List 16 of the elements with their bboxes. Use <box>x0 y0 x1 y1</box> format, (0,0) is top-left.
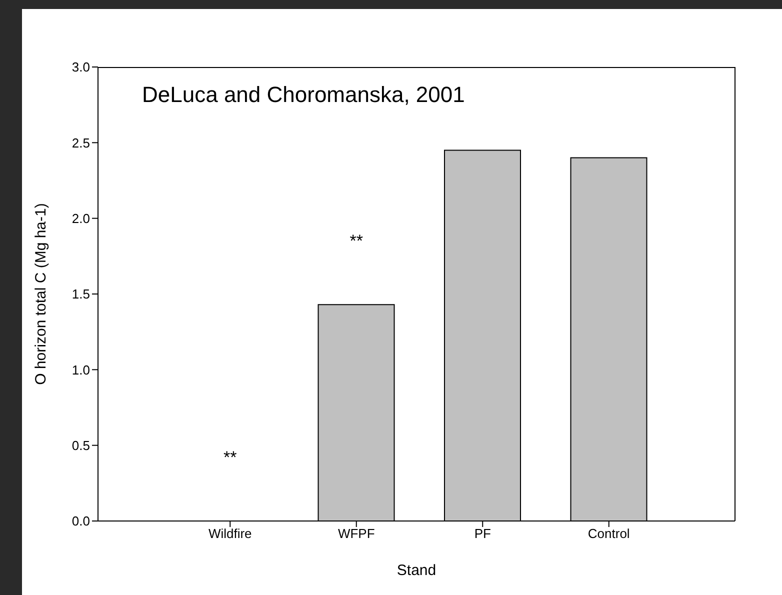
y-tick-label: 0.0 <box>72 514 90 529</box>
y-tick-label: 3.0 <box>72 60 90 75</box>
annotation: ** <box>224 448 238 467</box>
y-axis-title: O horizon total C (Mg ha-1) <box>32 203 50 385</box>
text: DeLuca and Choromanska, 2001 <box>142 82 465 107</box>
y-tick-label: 0.5 <box>72 438 90 453</box>
x-tick-label: Wildfire <box>208 526 252 542</box>
y-tick-label: 1.0 <box>72 362 90 378</box>
x-tick-label: WFPF <box>338 526 375 542</box>
annotation: ** <box>350 232 364 251</box>
y-tick-label: 1.5 <box>72 286 90 302</box>
y-tick-label: 2.0 <box>72 210 90 226</box>
x-tick-label: Control <box>588 526 630 542</box>
y-tick-label: 2.5 <box>72 135 90 150</box>
x-tick-label: PF <box>474 526 491 542</box>
x-axis-title: Stand <box>396 562 436 579</box>
